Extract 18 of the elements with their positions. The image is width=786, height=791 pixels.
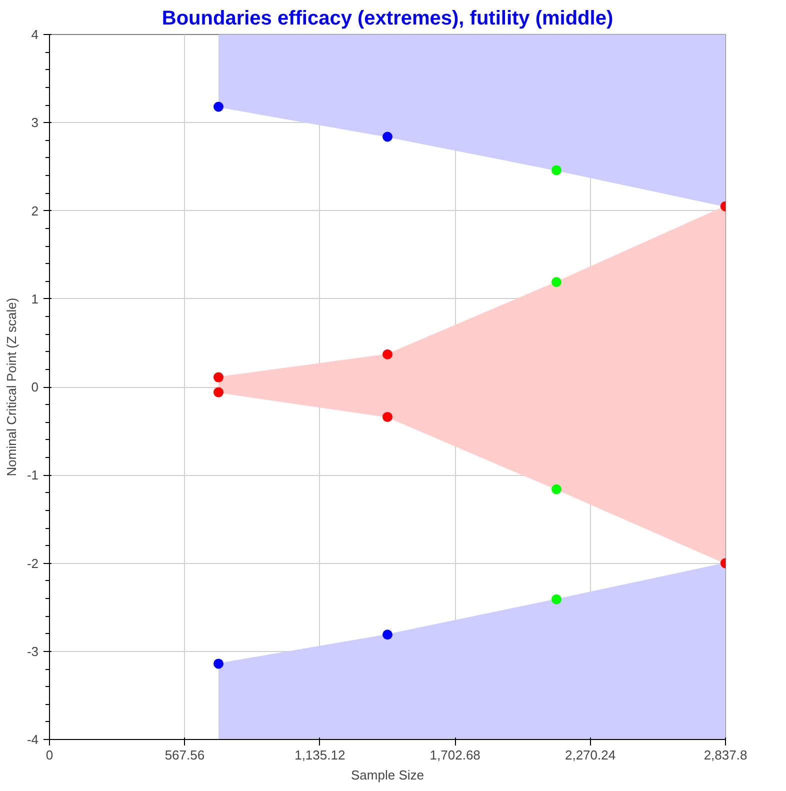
- x-axis-title: Sample Size: [351, 768, 424, 782]
- y-axis-title: Nominal Critical Point (Z scale): [4, 298, 19, 476]
- y-tick-label: 0: [31, 380, 39, 394]
- x-tick-label: 2,270.24: [565, 748, 616, 762]
- y-tick-label: -3: [26, 644, 39, 659]
- y-tick-label: 2: [31, 203, 39, 218]
- y-tick-label: -1: [26, 468, 39, 483]
- y-tick-label: 4: [31, 27, 39, 42]
- y-tick-label: -2: [26, 556, 39, 571]
- x-tick-label: 0: [46, 748, 54, 762]
- x-tick-label: 567.56: [164, 748, 205, 762]
- x-tick-label: 1,702.68: [430, 748, 480, 762]
- y-tick-label: -4: [26, 732, 39, 747]
- x-tick-label: 1,135.12: [294, 748, 346, 762]
- y-tick-label: 3: [31, 115, 39, 130]
- x-tick-label: 2,837.8: [704, 748, 748, 762]
- y-tick-label: 1: [31, 291, 39, 306]
- chart-title: Boundaries efficacy (extremes), futility (middle): [162, 8, 614, 30]
